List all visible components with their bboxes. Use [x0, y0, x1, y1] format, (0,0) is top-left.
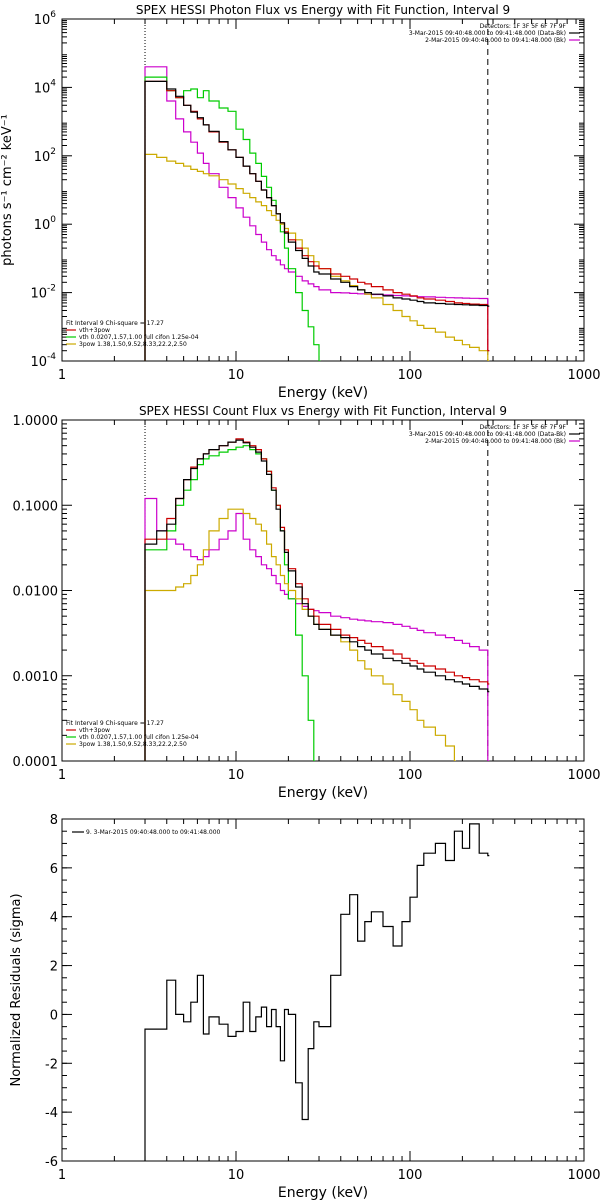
y-tick-label: 0.0100: [13, 585, 59, 600]
x-tick-label: 1000: [567, 1168, 600, 1183]
series-line-4: [144, 80, 490, 361]
y-tick-exponent: 0: [50, 215, 56, 225]
x-axis-label: Energy (keV): [278, 785, 368, 801]
x-tick-label: 1000: [567, 768, 600, 783]
count-flux-panel: SPEX HESSI Count Flux vs Energy with Fit…: [13, 404, 600, 801]
y-tick-base: 10: [34, 13, 51, 28]
legend-bottom-entry: 3pow 1.38,1.50,9.52,8.33,22.2,2.50: [79, 741, 187, 748]
chart-title: SPEX HESSI Photon Flux vs Energy with Fi…: [136, 3, 510, 17]
legend-top-entry: 2-Mar-2015 09:40:48.000 to 09:41:48.000 …: [425, 438, 566, 445]
x-tick-label: 100: [398, 768, 423, 783]
legend-top-entry: 3-Mar-2015 09:40:48.000 to 09:41:48.000 …: [409, 431, 566, 438]
residual-legend-entry: 9. 3-Mar-2015 09:40:48.000 to 09:41:48.0…: [86, 829, 221, 836]
series-group: [144, 438, 490, 761]
y-tick-label: 104: [34, 78, 57, 96]
y-tick-label: 6: [50, 862, 58, 877]
y-tick-label: 4: [50, 911, 58, 926]
legend-bottom-entry: vth+3pow: [79, 327, 110, 334]
x-axis-label: Energy (keV): [278, 385, 368, 401]
y-tick-label: 102: [34, 147, 56, 165]
series-line-2: [144, 508, 456, 761]
y-tick-base: 10: [30, 287, 47, 302]
legend-top-entry: Detectors: 1F 3F 5F 6F 7F 9F: [480, 23, 567, 30]
y-tick-exponent: -4: [47, 352, 56, 362]
series-group: [144, 823, 490, 1161]
x-tick-label: 1: [58, 368, 66, 383]
y-tick-base: 10: [34, 150, 51, 165]
y-tick-label: 0.1000: [13, 499, 59, 514]
y-tick-label: -4: [45, 1106, 58, 1121]
x-tick-label: 1: [58, 1168, 66, 1183]
series-line-1: [144, 76, 321, 361]
y-tick-base: 10: [30, 355, 47, 370]
x-axis-label: Energy (keV): [278, 1185, 368, 1200]
legend-top-entry: 3-Mar-2015 09:40:48.000 to 09:41:48.000 …: [409, 30, 566, 37]
x-tick-label: 10: [228, 768, 245, 783]
series-group: [144, 66, 490, 361]
y-tick-label: 0.0010: [13, 670, 59, 685]
legend-top-entry: 2-Mar-2015 09:40:48.000 to 09:41:48.000 …: [425, 37, 566, 44]
series-line-2: [144, 153, 490, 361]
residuals-panel: 1 10 100 1000 Energy (keV) -6 -4 -2 0 2 4 6 8 Normali…: [9, 813, 600, 1200]
chart-title: SPEX HESSI Count Flux vs Energy with Fit…: [139, 404, 507, 418]
x-tick-label: 10: [228, 1168, 245, 1183]
y-tick-label: -2: [45, 1057, 58, 1072]
y-tick-label: 10-4: [30, 352, 56, 370]
y-tick-exponent: 4: [50, 78, 56, 88]
y-axis-label: Normalized Residuals (sigma): [9, 893, 24, 1086]
series-line-4: [144, 439, 490, 761]
y-tick-base: 10: [34, 81, 51, 96]
y-tick-label: -6: [45, 1155, 58, 1170]
legend-bottom-entry: Fit Interval 9 Chi-square = 17.27: [66, 320, 164, 327]
y-tick-label: 100: [34, 215, 57, 233]
y-tick-exponent: 6: [50, 10, 56, 20]
y-tick-exponent: 2: [50, 147, 56, 157]
legend-bottom-entry: vth 0.0207,1.57,1.00 full cifon 1.25e-04: [79, 334, 199, 341]
y-tick-label: 1.0000: [13, 414, 59, 429]
y-tick-label: 2: [50, 960, 58, 975]
legend-top-entry: Detectors: 1F 3F 5F 6F 7F 9F: [480, 424, 567, 431]
plot-frame: [61, 18, 585, 362]
y-tick-label: 106: [34, 10, 57, 28]
photon-flux-panel: SPEX HESSI Photon Flux vs Energy with Fi…: [0, 3, 600, 401]
legend-bottom-entry: vth+3pow: [79, 727, 110, 734]
x-tick-label: 1: [58, 768, 66, 783]
x-tick-label: 10: [228, 368, 245, 383]
legend-bottom-entry: 3pow 1.38,1.50,9.52,8.33,22.2,2.50: [79, 341, 187, 348]
y-tick-label: 10-2: [30, 284, 56, 302]
legend-bottom-entry: vth 0.0207,1.57,1.00 full cifon 1.25e-04: [79, 734, 199, 741]
y-tick-label: 0: [50, 1008, 58, 1023]
x-tick-label: 100: [398, 1168, 423, 1183]
y-tick-label: 8: [50, 813, 58, 828]
y-tick-base: 10: [34, 218, 51, 233]
y-tick-label: 0.0001: [13, 755, 59, 770]
series-line-0: [144, 66, 490, 361]
y-axis-label: photons s⁻¹ cm⁻² keV⁻¹: [0, 114, 15, 266]
y-tick-exponent: -2: [47, 284, 56, 294]
series-line-0: [144, 823, 490, 1161]
legend-bottom-entry: Fit Interval 9 Chi-square = 17.27: [66, 720, 164, 727]
x-tick-label: 100: [398, 368, 423, 383]
x-tick-label: 1000: [567, 368, 600, 383]
